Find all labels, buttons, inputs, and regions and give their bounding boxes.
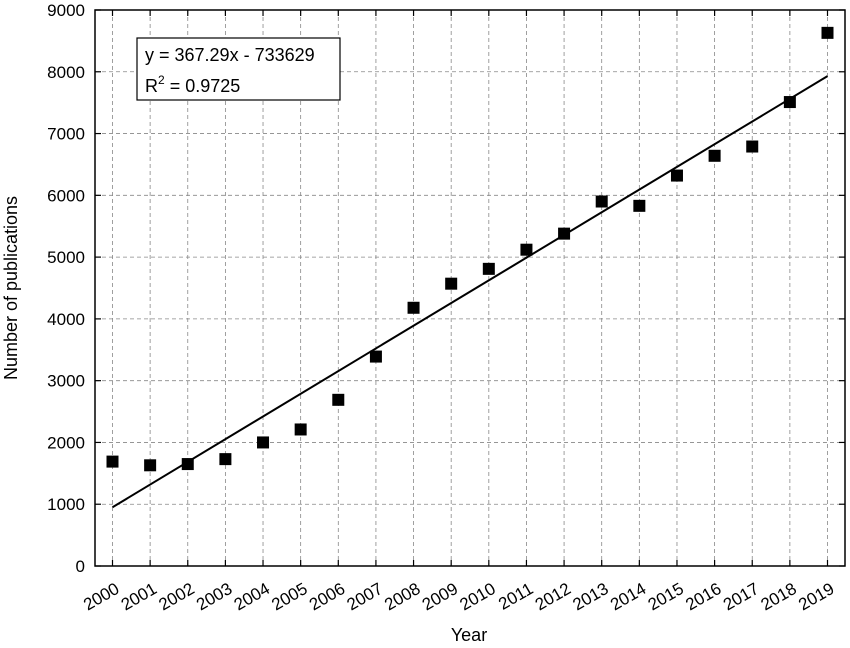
y-tick-label: 8000 — [47, 63, 85, 82]
x-tick-label: 2001 — [118, 579, 160, 614]
data-point — [219, 453, 232, 466]
x-tick-label: 2014 — [607, 579, 649, 614]
trendline — [111, 75, 829, 509]
data-point — [633, 199, 646, 212]
x-tick-label: 2015 — [645, 579, 687, 614]
regression-equation: y = 367.29x - 733629 — [145, 45, 315, 65]
x-axis-title: Year — [451, 625, 487, 645]
equation-box-frame — [136, 37, 341, 101]
y-tick-label: 3000 — [47, 372, 85, 391]
data-point — [482, 262, 495, 275]
x-tick-label: 2017 — [720, 579, 762, 614]
data-point — [369, 350, 382, 363]
trendline-group — [111, 75, 829, 509]
data-point — [181, 458, 194, 471]
x-tick-label: 2016 — [682, 579, 724, 614]
r-squared-value: = 0.9725 — [165, 76, 241, 96]
x-tick-label: 2006 — [306, 579, 348, 614]
data-point — [708, 149, 721, 162]
x-tick-label: 2013 — [569, 579, 611, 614]
x-tick-label: 2005 — [268, 579, 310, 614]
data-point — [520, 243, 533, 256]
data-point — [294, 423, 307, 436]
plot-area-frame — [94, 9, 846, 567]
data-point — [783, 96, 796, 109]
x-tick-label: 2000 — [80, 579, 122, 614]
data-points — [106, 26, 834, 472]
y-tick-label: 7000 — [47, 125, 85, 144]
y-axis-title: Number of publications — [1, 196, 21, 380]
y-tick-label: 6000 — [47, 186, 85, 205]
data-point — [670, 169, 683, 182]
y-tick-label: 1000 — [47, 495, 85, 514]
data-point — [332, 393, 345, 406]
x-tick-label: 2004 — [231, 579, 273, 614]
data-point — [821, 26, 834, 39]
y-tick-label: 4000 — [47, 310, 85, 329]
y-tick-label: 9000 — [47, 1, 85, 20]
y-tick-label: 0 — [76, 557, 85, 576]
data-point — [106, 455, 119, 468]
x-tick-label: 2007 — [344, 579, 386, 614]
x-tick-label: 2010 — [457, 579, 499, 614]
data-point — [257, 436, 270, 449]
x-tick-label: 2008 — [381, 579, 423, 614]
x-tick-label: 2018 — [758, 579, 800, 614]
data-point — [144, 459, 157, 472]
r-squared-label: R2 = 0.9725 — [145, 73, 240, 96]
x-tick-label: 2002 — [156, 579, 198, 614]
y-tick-label: 2000 — [47, 433, 85, 452]
x-tick-label: 2003 — [193, 579, 235, 614]
y-tick-label: 5000 — [47, 248, 85, 267]
data-point — [595, 195, 608, 208]
r-squared-superscript: 2 — [158, 73, 165, 87]
x-tick-label: 2012 — [532, 579, 574, 614]
x-tick-label: 2009 — [419, 579, 461, 614]
x-tick-label: 2011 — [495, 579, 536, 614]
equation-legend: y = 367.29x - 733629 R2 = 0.9725 — [136, 37, 341, 101]
x-tick-label: 2019 — [795, 579, 837, 614]
data-point — [445, 277, 458, 290]
data-point — [746, 140, 759, 153]
r-squared-prefix: R — [145, 76, 158, 96]
data-point — [407, 301, 420, 314]
data-point — [558, 227, 571, 240]
